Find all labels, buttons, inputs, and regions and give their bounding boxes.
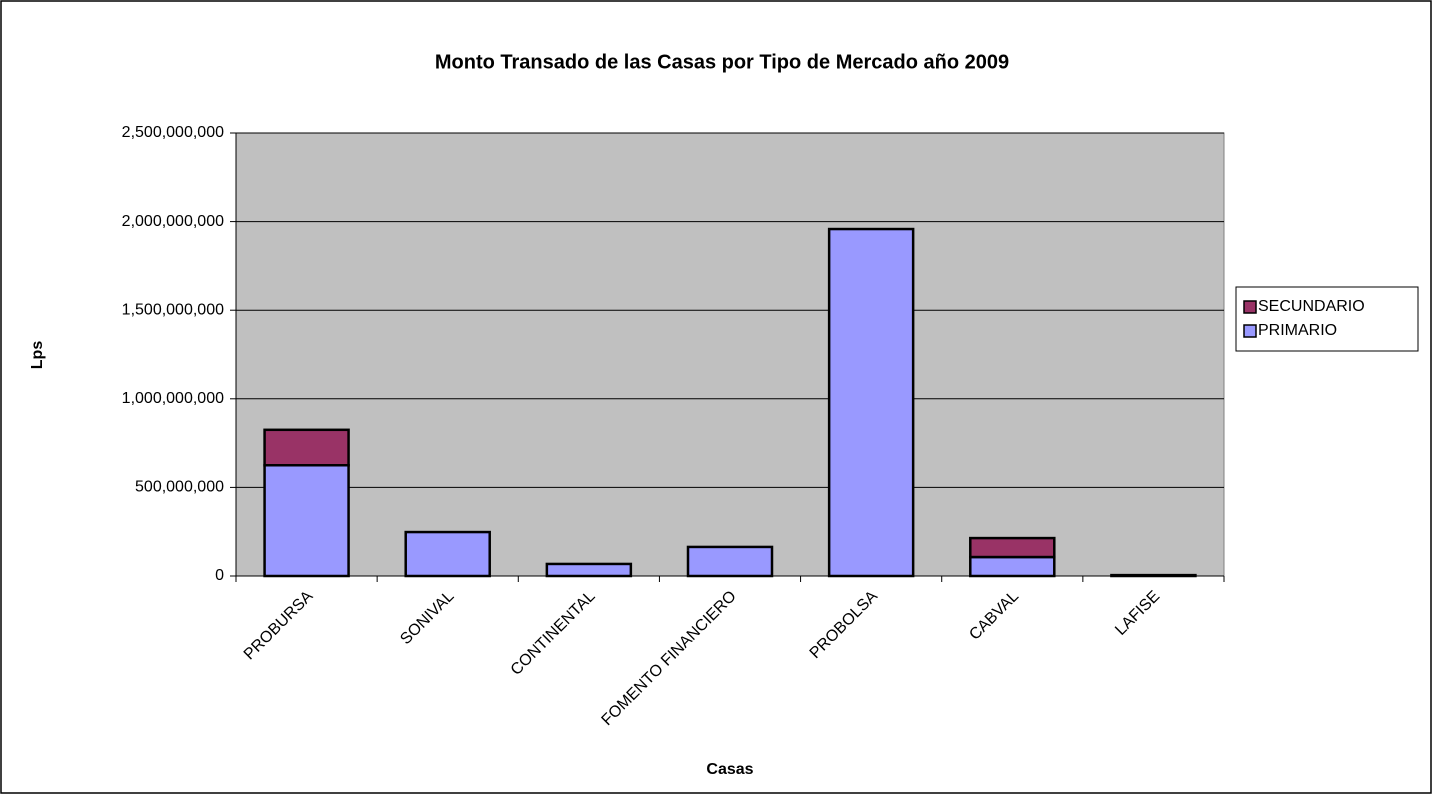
y-axis-title: Lps [29, 341, 46, 370]
plot-area [235, 132, 1225, 577]
bar [263, 428, 350, 467]
y-tick-label: 2,000,000,000 [122, 213, 224, 230]
bar [827, 227, 915, 578]
y-tick-label: 1,000,000,000 [122, 390, 224, 407]
bar [686, 545, 774, 578]
legend-swatch [1243, 324, 1257, 338]
bar [1110, 573, 1197, 578]
y-tick-label: 1,500,000,000 [122, 301, 224, 318]
bar [969, 555, 1056, 578]
bar [969, 536, 1056, 559]
legend-swatch [1243, 300, 1257, 314]
bar [545, 562, 633, 578]
legend-box [1235, 286, 1419, 352]
legend-label: SECUNDARIO [1258, 298, 1365, 315]
x-axis-title: Casas [706, 761, 753, 778]
bar [404, 530, 491, 578]
y-tick-label: 2,500,000,000 [122, 124, 224, 141]
y-tick-label: 0 [215, 567, 224, 584]
y-tick-label: 500,000,000 [135, 479, 224, 496]
chart-title: Monto Transado de las Casas por Tipo de … [435, 51, 1009, 73]
bar [263, 464, 350, 578]
legend-label: PRIMARIO [1258, 322, 1337, 339]
